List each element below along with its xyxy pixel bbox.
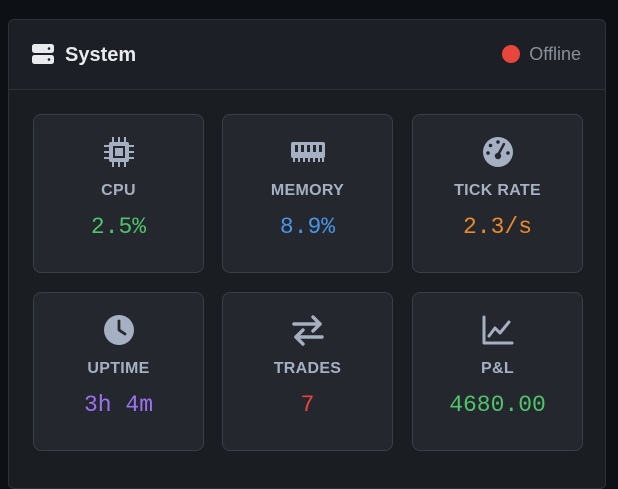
metric-value: 2.5%: [90, 214, 147, 240]
metric-value: 2.3/s: [462, 214, 532, 240]
cpu-icon: [102, 135, 136, 169]
connection-status: Offline: [502, 42, 581, 66]
metric-value: 7: [300, 392, 315, 418]
metric-label: CPU: [101, 182, 136, 199]
metric-value: 3h 4m: [83, 392, 153, 418]
metric-label: TICK RATE: [454, 182, 541, 199]
metric-label: P&L: [481, 360, 514, 377]
clock-icon: [102, 313, 136, 347]
metric-value: 8.9%: [279, 214, 336, 240]
gauge-icon: [481, 135, 515, 169]
status-label: Offline: [529, 43, 581, 64]
metric-card-pnl: P&L 4680.00: [412, 292, 583, 451]
metric-card-trades: TRADES 7: [222, 292, 393, 451]
metric-label: MEMORY: [270, 182, 345, 199]
server-icon: [32, 43, 54, 65]
metric-card-tick-rate: TICK RATE 2.3/s: [412, 114, 583, 273]
exchange-icon: [291, 313, 325, 347]
chart-line-icon: [481, 313, 515, 347]
metric-label: TRADES: [273, 360, 342, 377]
metric-value: 4680.00: [449, 392, 546, 418]
memory-icon: [290, 135, 325, 169]
status-indicator-icon: [502, 45, 521, 63]
panel-header: System Offline: [9, 20, 605, 90]
metric-card-memory: MEMORY 8.9%: [222, 114, 393, 273]
metric-label: UPTIME: [87, 360, 150, 377]
metric-card-uptime: UPTIME 3h 4m: [33, 292, 204, 451]
panel-title: System: [65, 44, 137, 66]
metric-card-cpu: CPU 2.5%: [33, 114, 204, 273]
system-panel: System Offline CPU 2.5%: [8, 19, 606, 489]
